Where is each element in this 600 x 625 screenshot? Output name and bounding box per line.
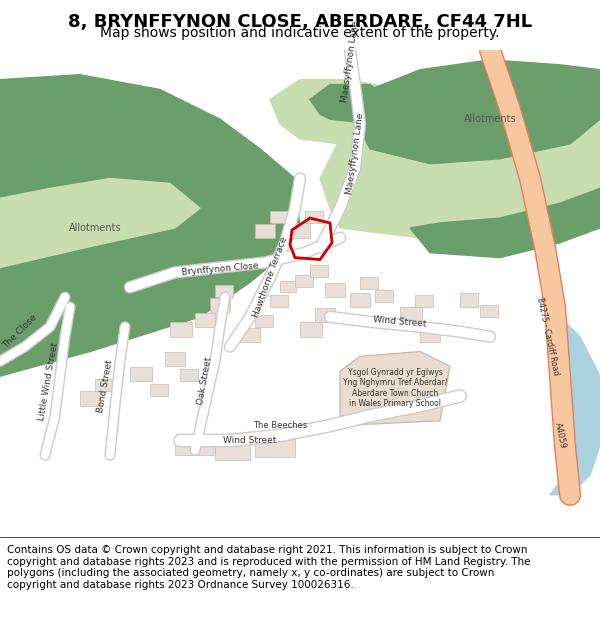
Polygon shape (410, 188, 600, 258)
Bar (270, 211, 288, 223)
Text: A4059: A4059 (553, 421, 567, 449)
Bar (315, 308, 335, 322)
Bar (295, 276, 313, 288)
Bar (375, 290, 393, 302)
Bar (255, 439, 295, 458)
Bar (460, 293, 478, 307)
Bar (210, 298, 230, 312)
Text: Ysgol Gynradd yr Eglwys
Yng Nghymru Tref Aberdar/
Aberdare Town Church
in Wales : Ysgol Gynradd yr Eglwys Yng Nghymru Tref… (343, 368, 447, 408)
Bar (300, 322, 322, 337)
Bar (310, 266, 328, 278)
Polygon shape (270, 79, 420, 149)
Bar (180, 369, 198, 381)
Text: Maesyffynon Lane: Maesyffynon Lane (340, 21, 360, 103)
Text: Contains OS data © Crown copyright and database right 2021. This information is : Contains OS data © Crown copyright and d… (7, 545, 531, 590)
Text: Wind Street: Wind Street (223, 436, 277, 445)
Bar (80, 391, 100, 406)
Text: Wind Street: Wind Street (373, 315, 427, 329)
Text: Allotments: Allotments (68, 223, 121, 233)
Bar (150, 384, 168, 396)
Bar (325, 283, 345, 297)
Text: The Close: The Close (1, 313, 39, 351)
Bar (95, 379, 113, 391)
Polygon shape (320, 70, 600, 238)
Bar (480, 305, 498, 317)
Text: Allotments: Allotments (464, 114, 517, 124)
Text: Little Wind Street: Little Wind Street (37, 341, 59, 421)
Polygon shape (340, 351, 450, 426)
Bar (130, 368, 152, 381)
Polygon shape (310, 84, 395, 124)
Polygon shape (550, 317, 600, 495)
Bar (290, 223, 310, 238)
Bar (215, 285, 233, 297)
Text: Map shows position and indicative extent of the property.: Map shows position and indicative extent… (100, 26, 500, 40)
Bar (240, 328, 260, 342)
Text: Maesyffynon Lane: Maesyffynon Lane (345, 112, 365, 195)
Text: The Beeches: The Beeches (253, 421, 307, 430)
Bar (255, 315, 273, 327)
Text: Bond Street: Bond Street (96, 359, 114, 413)
Bar (270, 295, 288, 307)
Bar (215, 442, 250, 460)
Bar (255, 224, 275, 238)
Polygon shape (0, 75, 300, 376)
Bar (420, 328, 440, 342)
Bar (280, 281, 296, 292)
Polygon shape (0, 179, 200, 268)
Text: 8, BRYNFFYNON CLOSE, ABERDARE, CF44 7HL: 8, BRYNFFYNON CLOSE, ABERDARE, CF44 7HL (68, 12, 532, 31)
Text: Oak Street: Oak Street (196, 356, 214, 406)
Bar (165, 352, 185, 366)
Bar (360, 278, 378, 289)
Polygon shape (355, 60, 600, 164)
Bar (175, 436, 215, 455)
Bar (170, 322, 192, 337)
Bar (350, 293, 370, 307)
Bar (415, 295, 433, 307)
Polygon shape (0, 188, 240, 307)
Bar (305, 211, 323, 223)
Bar (195, 313, 215, 327)
Text: Hawthorne Terrace: Hawthorne Terrace (251, 236, 289, 319)
Text: Brynffynon Close: Brynffynon Close (181, 262, 259, 278)
Text: B4275 - Cardiff Road: B4275 - Cardiff Road (535, 297, 560, 376)
Bar (400, 307, 422, 322)
